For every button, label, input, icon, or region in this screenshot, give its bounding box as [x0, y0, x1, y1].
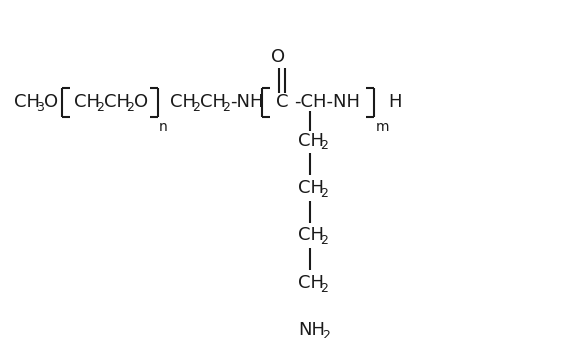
Text: 2: 2	[126, 101, 134, 114]
Text: n: n	[159, 120, 168, 134]
Text: 2: 2	[192, 101, 200, 114]
Text: 2: 2	[320, 234, 328, 247]
Text: CH: CH	[298, 274, 324, 292]
Text: CH: CH	[298, 226, 324, 244]
Text: 2: 2	[222, 101, 230, 114]
Text: CH: CH	[74, 93, 100, 111]
Text: C: C	[276, 93, 288, 111]
Text: 2: 2	[320, 187, 328, 200]
Text: CH: CH	[298, 179, 324, 197]
Text: -NH: -NH	[230, 93, 264, 111]
Text: NH: NH	[298, 321, 325, 338]
Text: O: O	[44, 93, 58, 111]
Text: m: m	[376, 120, 390, 134]
Text: CH: CH	[298, 131, 324, 149]
Text: 2: 2	[96, 101, 104, 114]
Text: O: O	[134, 93, 148, 111]
Text: -CH-NH: -CH-NH	[294, 93, 360, 111]
Text: CH: CH	[170, 93, 196, 111]
Text: CH: CH	[14, 93, 40, 111]
Text: H: H	[388, 93, 402, 111]
Text: 2: 2	[320, 140, 328, 152]
Text: CH: CH	[200, 93, 226, 111]
Text: 2: 2	[320, 282, 328, 295]
Text: O: O	[271, 48, 285, 66]
Text: CH: CH	[104, 93, 130, 111]
Text: 3: 3	[36, 101, 44, 114]
Text: 2: 2	[322, 329, 330, 338]
